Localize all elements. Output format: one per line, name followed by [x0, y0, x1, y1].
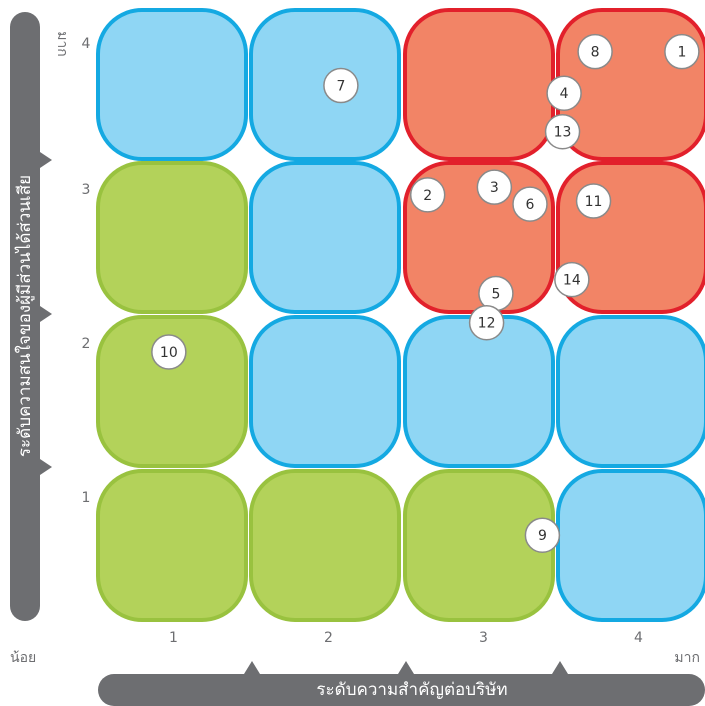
issue-marker[interactable]: 11	[575, 183, 612, 219]
x-tick-label: 2	[324, 630, 333, 646]
issue-marker-label: 13	[554, 125, 572, 141]
x-tick-label: 3	[479, 630, 488, 646]
matrix-cell-medium	[403, 315, 555, 468]
issue-marker[interactable]: 1	[664, 33, 700, 70]
y-tick-label: 2	[82, 336, 91, 352]
issue-marker-label: 6	[526, 197, 535, 213]
y-tick-label: 4	[82, 36, 91, 52]
x-axis-title: ระดับความสำคัญต่อบริษัท	[316, 680, 507, 700]
x-axis-min-label: น้อย	[10, 650, 36, 666]
matrix-cell-medium	[556, 469, 705, 622]
y-axis-marker-2	[40, 306, 52, 322]
issue-marker-label: 7	[336, 79, 345, 95]
x-axis-marker-2	[398, 661, 414, 674]
issue-marker[interactable]: 2	[409, 177, 446, 213]
issue-marker-label: 3	[490, 180, 499, 196]
issue-marker-circle	[323, 67, 359, 104]
issue-marker[interactable]: 3	[476, 169, 513, 205]
matrix-cell-high	[403, 8, 555, 161]
x-tick-label: 1	[169, 630, 178, 646]
issue-marker-label: 8	[591, 45, 600, 61]
issue-marker-circle	[544, 113, 581, 150]
x-axis-marker-1	[244, 661, 260, 674]
issue-marker[interactable]: 10	[151, 334, 187, 370]
issue-marker[interactable]: 6	[512, 186, 548, 222]
issue-marker[interactable]: 8	[577, 33, 613, 70]
issue-marker-circle	[524, 517, 561, 553]
y-tick-label: 3	[82, 182, 91, 198]
issue-marker[interactable]: 7	[323, 67, 359, 104]
matrix-cell-high	[556, 8, 705, 161]
issue-marker-label: 2	[423, 188, 432, 204]
y-axis-title: ระดับความสนใจของผู้มีส่วนได้ส่วนเสีย	[14, 175, 35, 457]
issue-marker[interactable]: 4	[546, 75, 582, 111]
x-axis-max-label: มาก	[674, 650, 700, 666]
matrix-cell-low	[96, 161, 248, 314]
issue-marker-circle	[575, 183, 612, 219]
issue-marker-label: 9	[538, 528, 547, 544]
issue-marker-label: 10	[160, 345, 178, 361]
issue-marker-circle	[554, 261, 590, 298]
issue-marker-label: 12	[478, 316, 496, 332]
matrix-cell-low	[96, 315, 248, 468]
issue-marker[interactable]: 12	[468, 304, 505, 341]
matrix-cell-low	[96, 469, 248, 622]
x-axis-bar	[98, 674, 705, 706]
matrix-cells	[96, 8, 705, 622]
issue-marker-circle	[468, 304, 505, 341]
matrix-cell-medium	[249, 315, 401, 468]
issue-marker-circle	[512, 186, 548, 222]
y-tick-label: 1	[82, 490, 91, 506]
issue-marker-circle	[151, 334, 187, 370]
matrix-cell-low	[249, 469, 401, 622]
x-axis-marker-3	[552, 661, 568, 674]
issue-marker-circle	[664, 33, 700, 70]
y-axis-bar	[10, 12, 40, 621]
issue-marker-circle	[476, 169, 513, 205]
issue-marker-label: 1	[677, 45, 686, 61]
issue-marker-circle	[546, 75, 582, 111]
issue-marker-label: 4	[560, 86, 569, 102]
y-axis-max-label: มาก	[54, 31, 70, 57]
y-axis-marker-1	[40, 459, 52, 475]
matrix-cell-medium	[556, 315, 705, 468]
issue-marker[interactable]: 13	[544, 113, 581, 150]
issue-marker-circle	[409, 177, 446, 213]
matrix-cell-medium	[96, 8, 248, 161]
issue-marker-circle	[577, 33, 613, 70]
issue-marker[interactable]: 14	[554, 261, 590, 298]
issue-marker-label: 11	[585, 194, 603, 210]
matrix-cell-medium	[249, 161, 401, 314]
issue-marker[interactable]: 9	[524, 517, 561, 553]
y-axis-marker-3	[40, 152, 52, 168]
issue-marker-label: 5	[491, 286, 500, 302]
issue-marker-label: 14	[563, 273, 581, 289]
x-tick-label: 4	[634, 630, 643, 646]
